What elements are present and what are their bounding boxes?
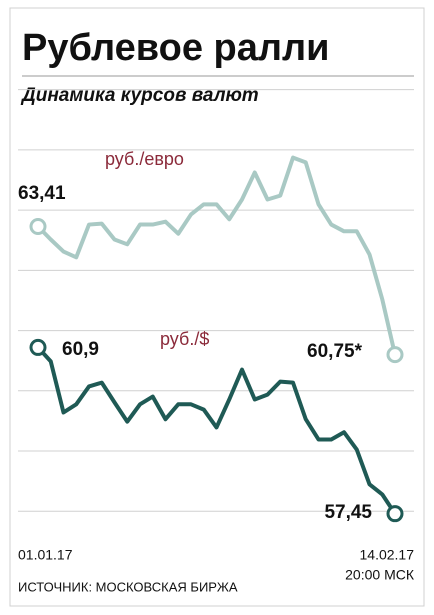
frame: [9, 7, 425, 607]
value-label: 63,41: [18, 183, 66, 204]
x-note: 20:00 МСК: [345, 567, 415, 583]
series-line: [36, 155, 397, 356]
series-label: руб./евро: [105, 149, 184, 169]
source: ИСТОЧНИК: МОСКОВСКАЯ БИРЖА: [18, 579, 238, 594]
value-label: 60,9: [62, 339, 99, 360]
end-marker: [29, 338, 47, 356]
x-tick-label: 01.01.17: [18, 547, 73, 563]
value-label: 57,45: [324, 502, 372, 523]
value-label: 60,75*: [307, 341, 363, 362]
end-marker: [29, 217, 47, 235]
end-marker: [386, 505, 404, 523]
series-label: руб./$: [160, 329, 209, 349]
x-tick-label: 14.02.17: [360, 547, 415, 563]
series-line: [36, 346, 397, 515]
chart-title: Рублевое ралли: [22, 27, 330, 69]
chart-subtitle: Динамика курсов валют: [20, 85, 259, 106]
end-marker: [386, 346, 404, 364]
